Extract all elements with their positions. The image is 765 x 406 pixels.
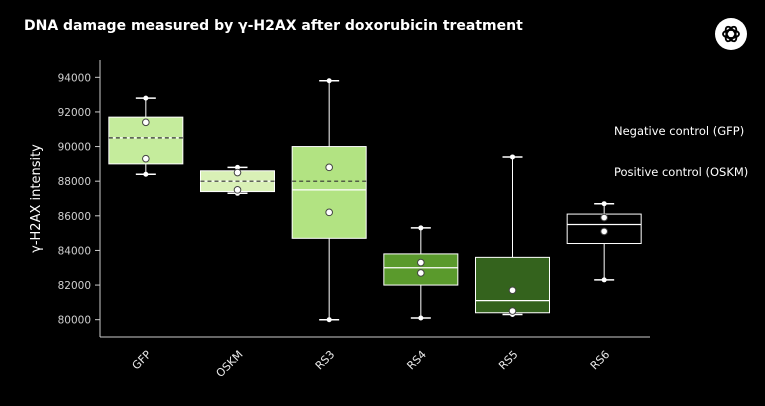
y-tick-label: 86000 <box>58 211 91 223</box>
y-tick-label: 84000 <box>58 245 91 257</box>
box-rs5 <box>475 154 550 317</box>
y-tick-label: 88000 <box>58 176 91 188</box>
whisker-end-point <box>418 225 424 231</box>
x-category-label: RS3 <box>313 348 337 372</box>
x-category-label: OSKM <box>214 348 246 380</box>
whisker-end-point <box>601 277 607 283</box>
data-point <box>508 286 517 295</box>
box-body <box>291 146 367 239</box>
box-body <box>475 256 550 314</box>
logo-glyph <box>722 25 740 43</box>
box-oskm <box>200 164 275 196</box>
chart-title: DNA damage measured by γ-H2AX after doxo… <box>24 18 523 34</box>
y-tick-label: 94000 <box>58 72 91 84</box>
whisker-end-point <box>143 171 149 177</box>
x-category-label: RS5 <box>496 348 520 372</box>
whisker-end-point <box>601 201 607 207</box>
y-axis-label: γ-H2AX intensity <box>29 144 44 253</box>
legend-item-negative-control: Negative control (GFP) <box>614 124 745 138</box>
x-axis-labels: GFP OSKM RS3 RS4 RS5 RS6 <box>130 348 613 380</box>
box-gfp <box>108 95 184 177</box>
data-point <box>142 118 150 127</box>
y-tick-label: 82000 <box>58 280 91 292</box>
whisker-end-point <box>143 95 149 101</box>
data-point <box>233 186 242 194</box>
data-point <box>325 163 333 172</box>
x-category-label: RS4 <box>404 348 428 372</box>
whisker-end-point <box>510 154 515 160</box>
openai-logo-icon <box>715 18 747 50</box>
box-rs6 <box>566 201 642 283</box>
x-category-label: GFP <box>130 348 155 373</box>
y-axis: 80000 82000 84000 86000 88000 90000 92000 94000 <box>58 60 650 338</box>
data-point <box>142 154 150 163</box>
whisker-end-point <box>235 164 240 170</box>
y-tick-label: 80000 <box>58 315 91 327</box>
whisker-end-point <box>418 315 424 321</box>
data-point <box>325 208 333 217</box>
whisker-end-point <box>326 317 332 323</box>
data-point <box>233 168 242 177</box>
y-tick-label: 90000 <box>58 142 91 154</box>
whisker-end-point <box>326 78 332 84</box>
data-point <box>417 269 425 277</box>
data-point <box>417 258 425 267</box>
data-point <box>508 307 517 315</box>
data-point <box>600 213 608 222</box>
x-category-label: RS6 <box>588 348 612 372</box>
boxes <box>108 78 642 323</box>
data-point <box>600 227 608 236</box>
legend-item-positive-control: Positive control (OSKM) <box>614 165 749 179</box>
box-rs4 <box>383 225 459 321</box>
y-tick-label: 92000 <box>58 107 91 119</box>
box-rs3 <box>291 78 367 323</box>
